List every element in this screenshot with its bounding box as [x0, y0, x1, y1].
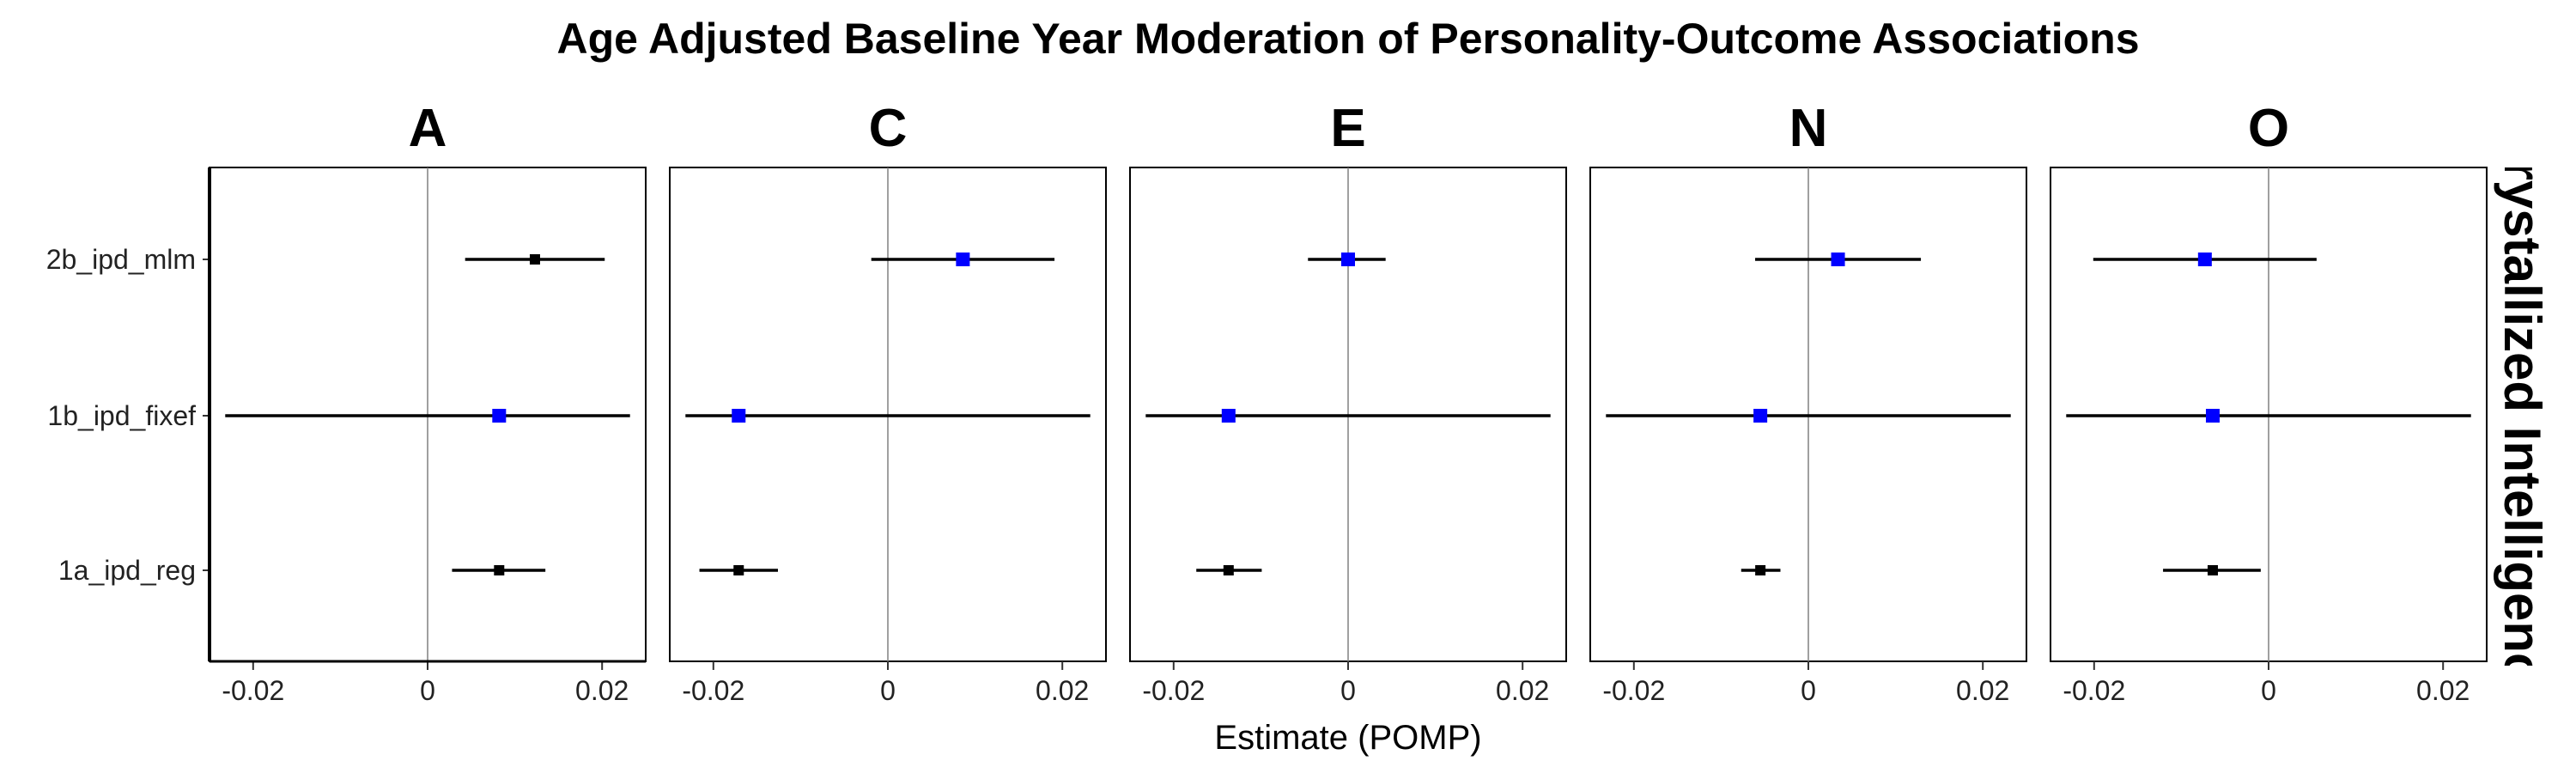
- point-A-2b_ipd_mlm: [529, 254, 540, 265]
- point-C-2b_ipd_mlm: [956, 253, 970, 266]
- point-C-1a_ipd_reg: [733, 565, 744, 575]
- point-C-1b_ipd_fixef: [732, 409, 746, 423]
- x-tick-label: -0.02: [1142, 675, 1205, 706]
- x-tick-label: 0.02: [575, 675, 629, 706]
- x-tick-label: -0.02: [2063, 675, 2125, 706]
- x-tick-label: 0: [2261, 675, 2276, 706]
- point-O-2b_ipd_mlm: [2197, 253, 2212, 266]
- x-tick-label: 0: [880, 675, 896, 706]
- facet-panels: A -0.02 0 0.02 C -0.02 0 0.02 E -0.02 0 0.02 N -0.02 0…: [209, 99, 2488, 706]
- facet-strip-label: Crystallized Intelligence: [2494, 123, 2551, 710]
- x-axis-title: Estimate (POMP): [1214, 719, 1481, 757]
- x-tick-label: 0: [1801, 675, 1816, 706]
- point-N-1a_ipd_reg: [1755, 565, 1766, 575]
- x-tick-label: 0: [420, 675, 435, 706]
- point-E-2b_ipd_mlm: [1341, 253, 1355, 266]
- category-label-1a_ipd_reg: 1a_ipd_reg: [58, 555, 196, 586]
- point-A-1b_ipd_fixef: [492, 409, 507, 423]
- facet-label-E: E: [1330, 99, 1365, 158]
- point-E-1a_ipd_reg: [1223, 565, 1234, 575]
- facet-panel-A: A -0.02 0 0.02: [209, 99, 647, 706]
- x-tick-label: 0.02: [1956, 675, 2009, 706]
- facet-panel-O: O -0.02 0 0.02: [2050, 99, 2488, 706]
- point-E-1b_ipd_fixef: [1221, 409, 1236, 423]
- point-N-1b_ipd_fixef: [1753, 409, 1768, 423]
- x-tick-label: -0.02: [222, 675, 284, 706]
- facet-panel-N: N -0.02 0 0.02: [1589, 99, 2027, 706]
- point-N-2b_ipd_mlm: [1831, 253, 1845, 266]
- facet-label-O: O: [2248, 99, 2289, 158]
- x-tick-label: 0: [1340, 675, 1356, 706]
- point-A-1a_ipd_reg: [494, 565, 505, 575]
- facet-label-N: N: [1789, 99, 1828, 158]
- x-tick-label: -0.02: [682, 675, 744, 706]
- right-strip: Crystallized Intelligence: [2494, 123, 2551, 710]
- x-tick-label: 0.02: [1036, 675, 1089, 706]
- x-tick-label: 0.02: [1496, 675, 1549, 706]
- category-label-1b_ipd_fixef: 1b_ipd_fixef: [47, 400, 196, 431]
- category-labels: 2b_ipd_mlm 1b_ipd_fixef 1a_ipd_reg: [46, 167, 646, 663]
- category-label-2b_ipd_mlm: 2b_ipd_mlm: [46, 244, 196, 275]
- facet-label-A: A: [409, 99, 447, 158]
- point-O-1a_ipd_reg: [2207, 565, 2218, 575]
- chart-title: Age Adjusted Baseline Year Moderation of…: [556, 15, 2139, 63]
- facet-label-C: C: [869, 99, 908, 158]
- x-tick-label: -0.02: [1602, 675, 1665, 706]
- facet-panel-E: E -0.02 0 0.02: [1129, 99, 1567, 706]
- point-O-1b_ipd_fixef: [2205, 409, 2220, 423]
- facet-panel-C: C -0.02 0 0.02: [669, 99, 1107, 706]
- x-tick-label: 0.02: [2416, 675, 2470, 706]
